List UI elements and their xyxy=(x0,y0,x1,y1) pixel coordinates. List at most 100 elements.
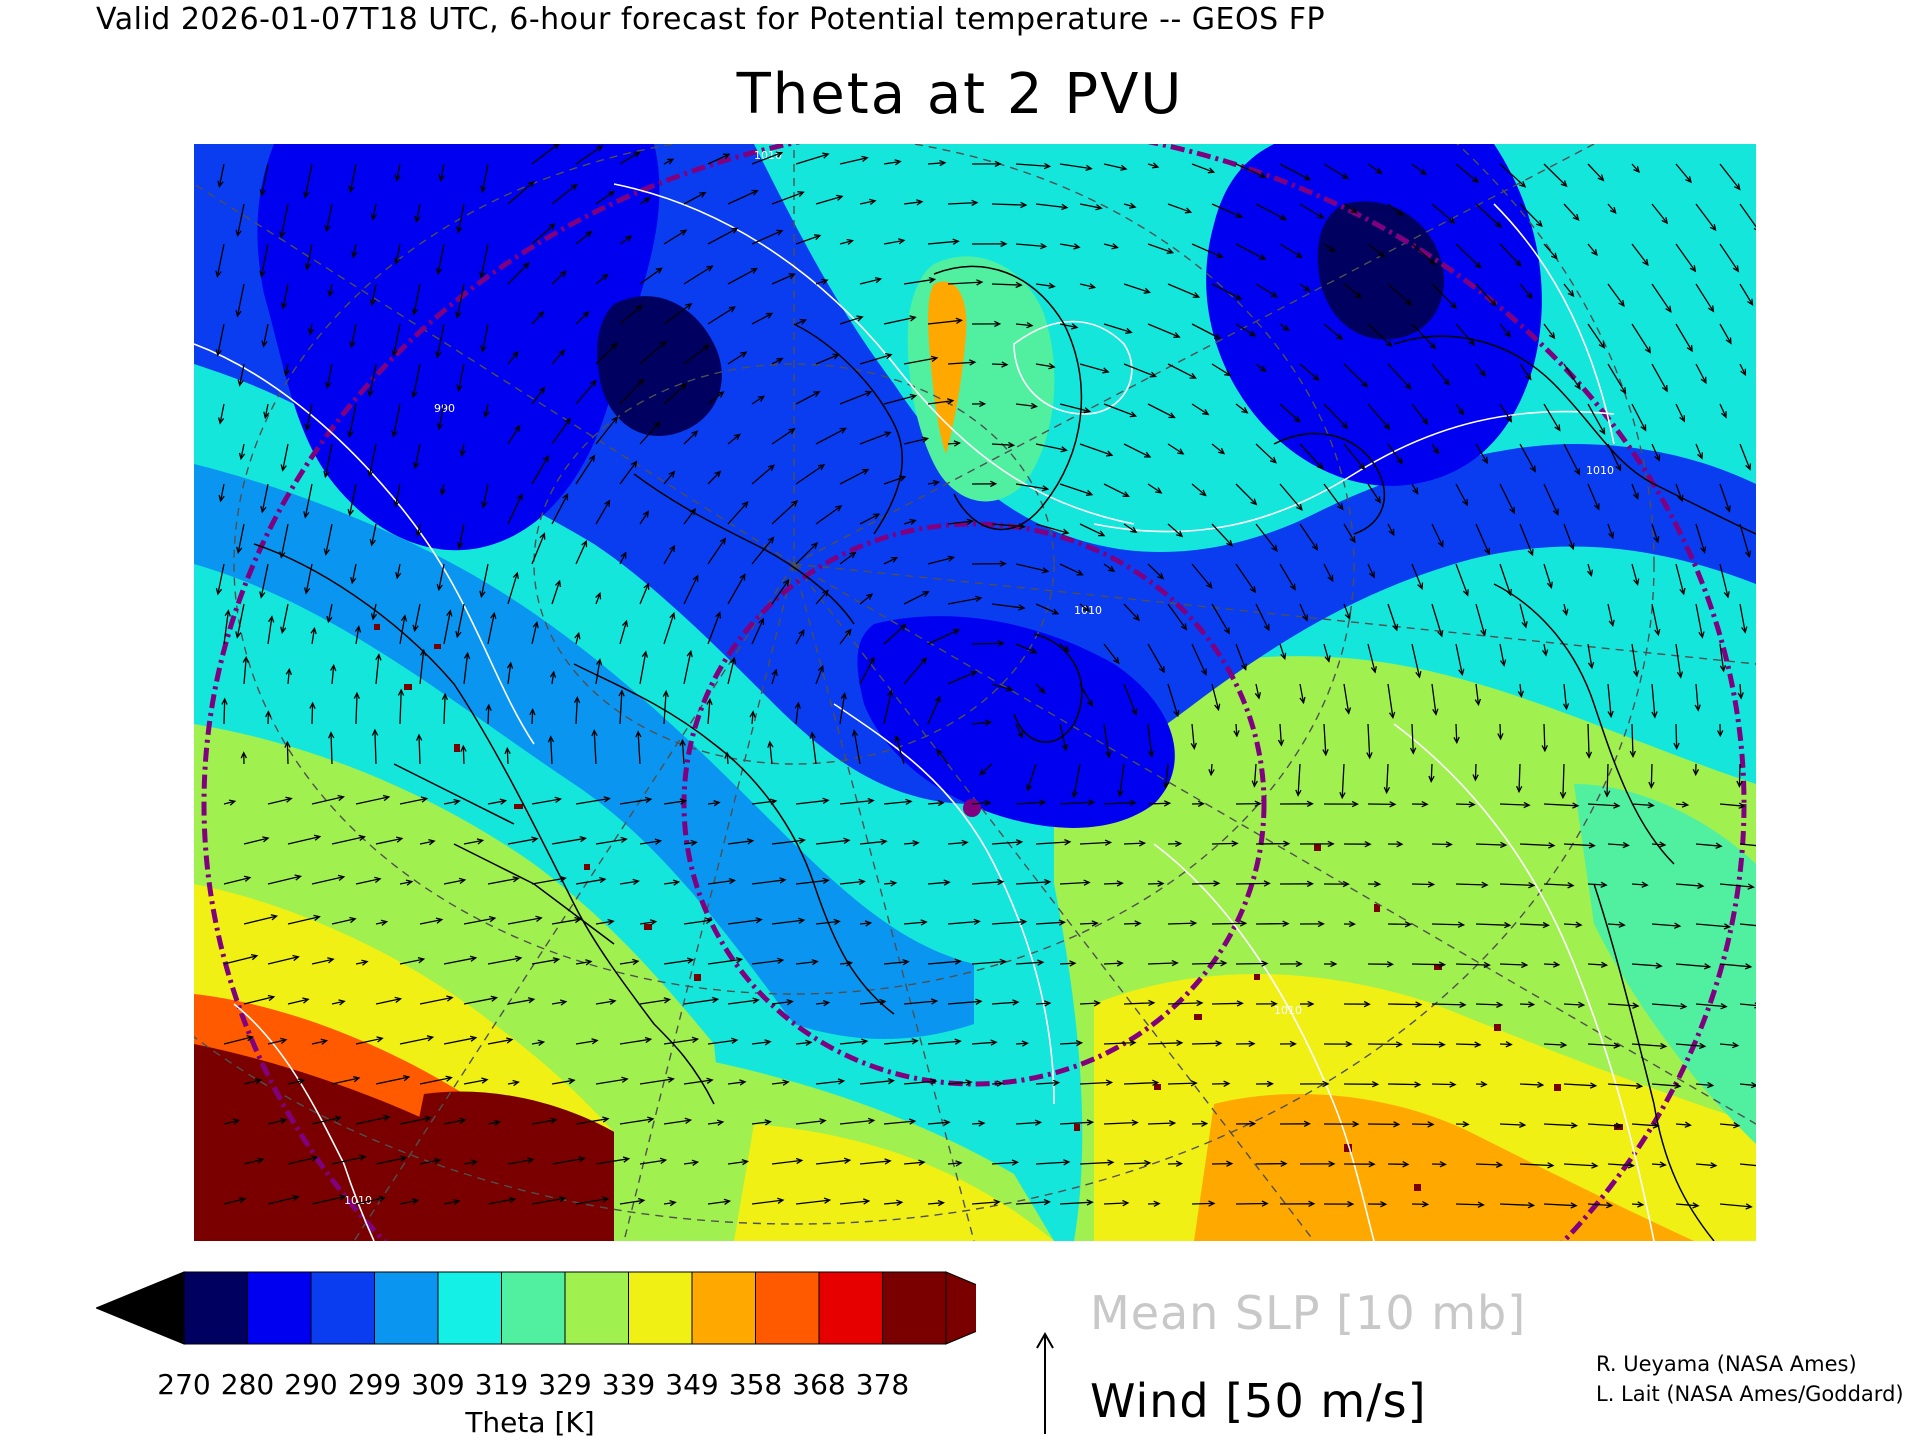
wind-vector xyxy=(707,958,742,965)
wind-vector xyxy=(1543,323,1555,339)
wind-vector-head xyxy=(428,838,436,846)
wind-vector xyxy=(1719,483,1731,512)
wind-vector-head xyxy=(490,611,497,620)
wind-vector-head xyxy=(374,876,382,884)
wind-vector xyxy=(1719,963,1751,968)
wind-vector xyxy=(1719,883,1754,888)
wind-vector xyxy=(1519,603,1527,628)
wind-vector xyxy=(1026,763,1037,791)
wind-vector xyxy=(1035,921,1065,925)
wind-vector xyxy=(487,1198,515,1205)
wind-vector xyxy=(463,653,469,685)
wind-vector-head xyxy=(591,1038,599,1045)
wind-vector-head xyxy=(861,468,870,475)
wind-vector xyxy=(771,428,795,445)
wind-vector xyxy=(883,961,909,965)
wind-vector xyxy=(991,683,1013,691)
wind-vector-head xyxy=(1496,1001,1504,1008)
wind-vector-head xyxy=(1105,751,1112,759)
wind-vector-head xyxy=(1567,290,1575,298)
wind-vector-head xyxy=(506,661,514,669)
wind-vector xyxy=(1631,803,1654,807)
wind-vector-head xyxy=(947,398,955,405)
wind-vector-head xyxy=(604,499,611,507)
wind-vector-head xyxy=(1591,1162,1599,1169)
wind-vector xyxy=(531,622,538,645)
wind-vector-head xyxy=(415,529,422,538)
wind-vector xyxy=(1411,163,1427,175)
wind-vector xyxy=(1430,763,1433,782)
wind-vector-head xyxy=(1324,655,1331,663)
wind-vector xyxy=(1563,603,1568,615)
wind-vector xyxy=(375,1076,410,1085)
wind-vector xyxy=(1079,203,1102,209)
wind-vector-head xyxy=(1107,1159,1115,1166)
wind-vector xyxy=(1103,1202,1128,1205)
wind-vector xyxy=(839,469,869,485)
wind-vector xyxy=(883,160,901,165)
wind-vector-head xyxy=(1317,920,1325,928)
wind-vector xyxy=(1147,802,1170,805)
wind-vector-head xyxy=(642,510,650,518)
wind-vector xyxy=(1519,1083,1543,1086)
wind-vector xyxy=(1079,683,1093,707)
wind-vector xyxy=(1079,1002,1100,1005)
wind-vector xyxy=(795,542,818,565)
wind-vector-head xyxy=(797,917,806,924)
wind-vector xyxy=(795,1119,826,1125)
wind-vector xyxy=(1387,523,1395,536)
wind-vector xyxy=(795,1041,812,1045)
wind-vector xyxy=(619,235,632,245)
wind-vector-head xyxy=(1088,799,1096,806)
wind-vector-head xyxy=(1526,292,1533,300)
wind-vector xyxy=(727,840,753,845)
wind-vector xyxy=(979,763,993,776)
wind-vector-head xyxy=(1622,841,1630,849)
wind-vector xyxy=(1695,363,1707,384)
wind-vector-head xyxy=(1516,785,1523,794)
wind-vector-head xyxy=(238,1196,247,1204)
wind-vector-head xyxy=(1673,742,1680,750)
wind-vector-head xyxy=(1422,1201,1430,1208)
wind-vector-head xyxy=(1572,802,1580,809)
wind-vector-head xyxy=(779,877,787,884)
wind-vector-head xyxy=(813,391,821,398)
wind-vector-head xyxy=(1432,447,1440,455)
wind-vector xyxy=(1739,1003,1756,1007)
wind-vector xyxy=(1255,283,1278,298)
wind-vector xyxy=(531,1041,544,1045)
wind-vector-head xyxy=(1129,799,1137,806)
wind-vector-head xyxy=(1061,203,1069,211)
wind-vector xyxy=(1455,643,1463,675)
wind-vector-head xyxy=(542,454,550,463)
wind-vector-head xyxy=(1233,730,1240,738)
wind-vector xyxy=(1147,723,1153,757)
wind-vector xyxy=(419,1076,452,1085)
wind-vector-head xyxy=(456,226,463,234)
wind-vector-head xyxy=(1750,1081,1756,1089)
wind-vector-head xyxy=(719,537,727,545)
wind-vector xyxy=(1587,483,1600,510)
wind-vector-head xyxy=(1143,451,1152,458)
wind-vector xyxy=(413,283,421,315)
colorbar-label: Theta [K] xyxy=(465,1406,595,1439)
wind-vector-head xyxy=(1474,1041,1482,1048)
wind-vector xyxy=(1367,163,1382,174)
wind-vector-head xyxy=(1570,1202,1578,1209)
wind-vector xyxy=(1519,363,1532,380)
wind-vector-head xyxy=(552,957,561,964)
wind-vector xyxy=(859,278,881,285)
wind-vector xyxy=(1167,603,1187,630)
wind-vector-head xyxy=(706,697,713,706)
wind-vector xyxy=(1015,243,1046,248)
wind-vector xyxy=(927,1202,944,1205)
wind-vector-head xyxy=(270,914,279,921)
wind-vector-head xyxy=(499,798,508,805)
wind-vector-head xyxy=(337,874,346,882)
wind-vector xyxy=(1675,323,1693,352)
wind-vector-head xyxy=(607,918,615,926)
wind-vector xyxy=(815,1080,844,1085)
wind-vector xyxy=(619,151,640,165)
wind-vector xyxy=(328,283,333,297)
wind-vector xyxy=(1651,1003,1686,1008)
